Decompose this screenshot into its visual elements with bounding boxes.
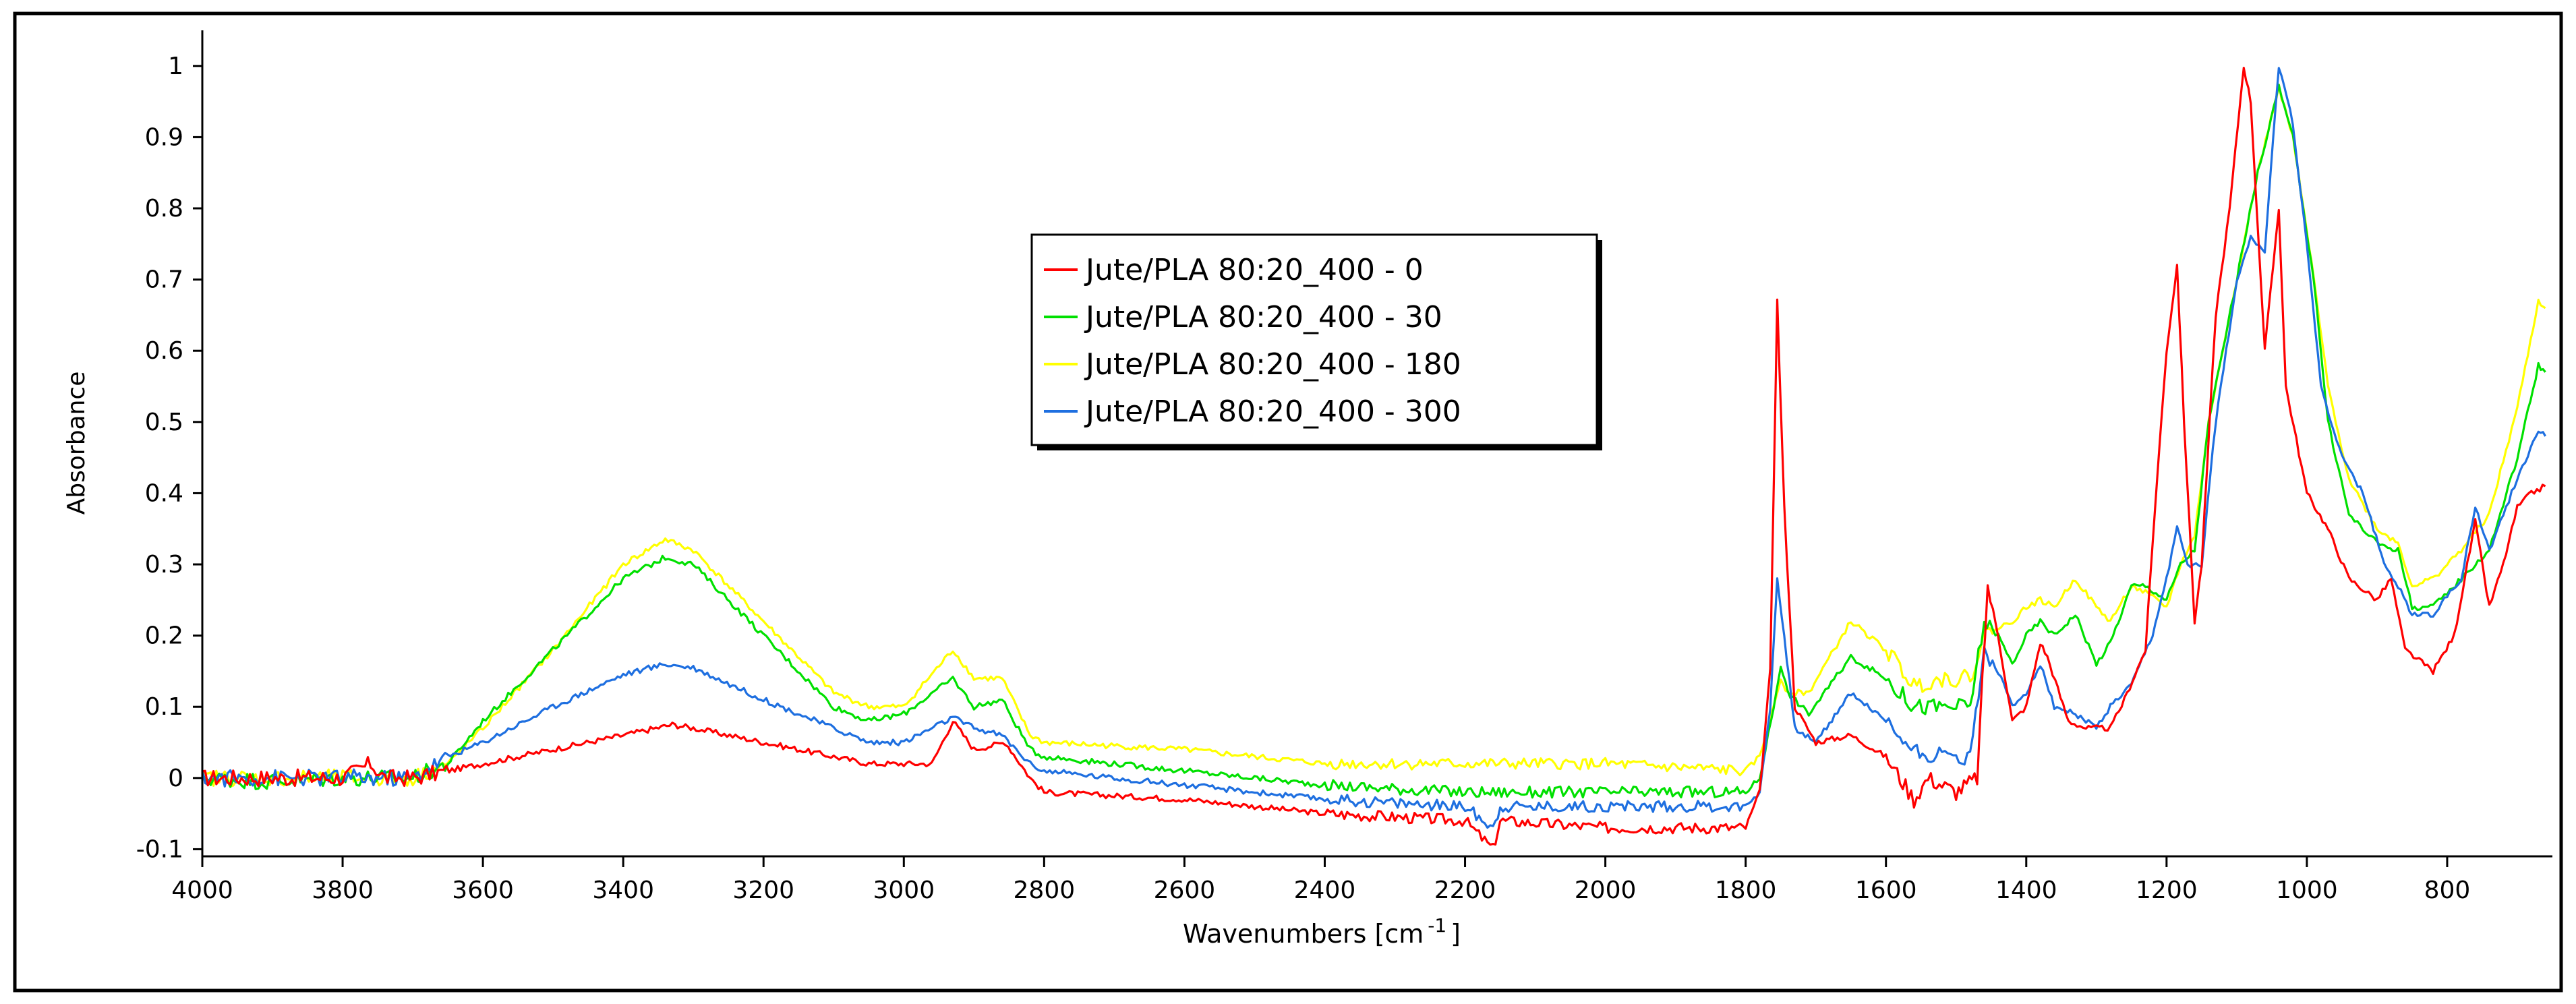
y-tick-label: 0.5 xyxy=(145,409,183,436)
x-tick-label: 1600 xyxy=(1855,877,1917,904)
series-line xyxy=(201,67,2546,829)
x-tick-label: 3600 xyxy=(452,877,514,904)
series-group xyxy=(201,66,2546,846)
x-axis-title-sup: -1 xyxy=(1428,914,1446,937)
x-axis-title: Wavenumbers [cm -1] xyxy=(1183,914,1461,949)
y-tick-label: 0.1 xyxy=(145,693,183,721)
x-tick-label: 3400 xyxy=(592,877,654,904)
x-tick-label: 2200 xyxy=(1434,877,1496,904)
x-tick-label: 2000 xyxy=(1575,877,1637,904)
y-axis-title: Absorbance xyxy=(63,372,90,515)
y-tick-label: 0.6 xyxy=(145,337,183,365)
x-tick-label: 3800 xyxy=(312,877,374,904)
x-tick-label: 1200 xyxy=(2136,877,2198,904)
x-tick-label: 2800 xyxy=(1014,877,1076,904)
y-tick-label: -0.1 xyxy=(136,835,183,863)
x-axis-title-main: Wavenumbers [cm xyxy=(1183,919,1424,949)
x-tick-label: 3000 xyxy=(873,877,935,904)
y-tick-label: 1 xyxy=(168,53,183,80)
y-tick-label: 0.8 xyxy=(145,195,183,223)
x-tick-label: 2600 xyxy=(1154,877,1216,904)
x-tick-label: 1400 xyxy=(1995,877,2057,904)
x-tick-label: 4000 xyxy=(171,877,233,904)
legend-entries: Jute/PLA 80:20_400 - 0 Jute/PLA 80:20_400… xyxy=(1044,253,1461,429)
legend-label: Jute/PLA 80:20_400 - 300 xyxy=(1084,394,1461,429)
legend-box xyxy=(1030,233,1598,446)
legend: Jute/PLA 80:20_400 - 0 Jute/PLA 80:20_400… xyxy=(1030,233,1602,450)
y-tick-label: 0.3 xyxy=(145,551,183,579)
y-tick-label: 0.7 xyxy=(145,266,183,294)
x-axis-ticks: 4000 3800 3600 3400 3200 3000 2800 2600 2400 2200… xyxy=(171,856,2470,904)
series-line xyxy=(202,66,2546,846)
y-tick-label: 0.2 xyxy=(145,622,183,650)
y-axis-ticks: -0.1 0 0.1 0.2 0.3 0.4 0.5 0.6 0.7 0.8 0.9 1 xyxy=(136,53,202,863)
legend-label: Jute/PLA 80:20_400 - 0 xyxy=(1084,253,1424,287)
x-tick-label: 800 xyxy=(2424,877,2471,904)
legend-label: Jute/PLA 80:20_400 - 180 xyxy=(1084,347,1461,382)
x-axis-title-end: ] xyxy=(1451,919,1461,949)
x-tick-label: 1000 xyxy=(2276,877,2338,904)
legend-label: Jute/PLA 80:20_400 - 30 xyxy=(1084,300,1442,334)
y-tick-label: 0.4 xyxy=(145,479,183,507)
x-tick-label: 1800 xyxy=(1715,877,1777,904)
y-tick-label: 0 xyxy=(168,765,183,792)
y-tick-label: 0.9 xyxy=(145,123,183,151)
x-tick-label: 3200 xyxy=(732,877,794,904)
x-tick-label: 2400 xyxy=(1294,877,1356,904)
